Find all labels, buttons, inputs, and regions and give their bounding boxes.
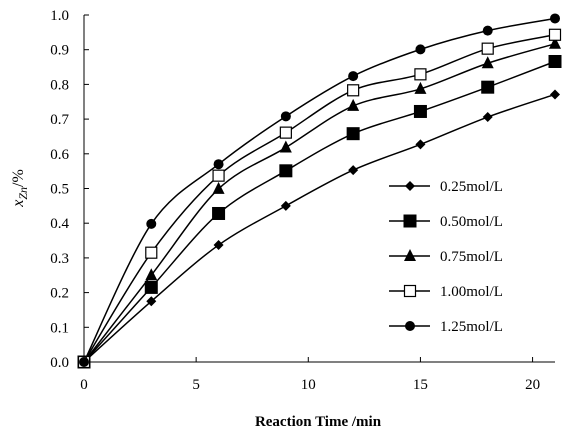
legend-marker <box>404 249 416 261</box>
x-tick-label: 5 <box>192 377 200 393</box>
legend-marker <box>405 321 415 331</box>
data-point <box>415 139 426 150</box>
legend: 0.25mol/L 0.50mol/L 0.75mol/L 1.00mol/L 1.25… <box>389 179 503 335</box>
legend-item: 0.25mol/L <box>389 179 503 195</box>
data-point <box>280 200 291 211</box>
legend-marker <box>403 214 417 228</box>
data-point <box>79 357 89 367</box>
data-point <box>481 80 495 94</box>
y-tick-label: 0.5 <box>50 182 69 198</box>
data-point <box>347 84 360 97</box>
data-point <box>146 296 157 307</box>
data-point <box>548 54 562 68</box>
y-axis-title-subscript: Zn <box>16 187 30 200</box>
y-tick-label: 0.8 <box>50 77 69 93</box>
series-layer <box>77 13 562 369</box>
legend-marker <box>403 284 417 298</box>
data-point <box>346 127 360 141</box>
legend-label: 1.25mol/L <box>440 319 503 335</box>
x-tick-label: 20 <box>525 377 540 393</box>
legend-item: 1.00mol/L <box>389 284 503 300</box>
y-tick-label: 0.0 <box>50 355 69 371</box>
data-point <box>549 36 561 49</box>
y-axis-title-main: x <box>10 200 27 208</box>
data-point <box>550 89 560 100</box>
legend-marker <box>405 181 415 191</box>
data-point <box>413 104 427 118</box>
y-axis-title-suffix: /% <box>10 169 27 187</box>
data-point <box>482 25 493 36</box>
data-point <box>414 68 427 81</box>
data-point <box>279 164 293 178</box>
data-point <box>550 13 560 24</box>
data-point <box>279 126 292 139</box>
x-tick-label: 10 <box>301 377 316 393</box>
x-tick-label: 15 <box>413 377 428 393</box>
data-point <box>482 112 493 123</box>
series-3 <box>78 36 561 367</box>
data-point <box>213 240 224 251</box>
legend-label: 0.75mol/L <box>440 249 503 265</box>
axes: 0.0 0.1 0.2 0.3 0.4 0.5 0.6 0.7 0.8 0.9 1.0 0 5 10 15 2… <box>50 8 555 393</box>
data-point <box>415 44 426 55</box>
x-axis-title: Reaction Time /min <box>255 414 382 430</box>
y-tick-label: 0.2 <box>50 286 69 302</box>
plot-area <box>84 15 555 362</box>
x-tick-label: 0 <box>80 377 88 393</box>
data-point <box>212 169 225 182</box>
data-point <box>212 181 225 194</box>
data-point <box>145 246 158 259</box>
data-point <box>146 218 157 229</box>
data-point <box>548 28 562 41</box>
legend-item: 1.25mol/L <box>389 319 503 335</box>
legend-label: 0.25mol/L <box>440 179 503 195</box>
data-point <box>145 268 158 281</box>
data-point <box>414 81 427 94</box>
data-point <box>213 159 224 170</box>
data-point <box>280 111 291 122</box>
legend-item: 0.75mol/L <box>389 249 503 265</box>
y-tick-label: 0.9 <box>50 43 69 59</box>
y-tick-label: 0.7 <box>50 112 69 128</box>
y-axis-title: xZn/% <box>10 169 30 208</box>
data-point <box>212 206 226 220</box>
y-tick-label: 0.3 <box>50 251 69 267</box>
legend-item: 0.50mol/L <box>389 214 503 230</box>
series-5 <box>79 13 560 367</box>
data-point <box>348 71 359 82</box>
y-tick-label: 0.1 <box>50 320 69 336</box>
data-point <box>347 98 360 111</box>
y-tick-label: 1.0 <box>50 8 69 24</box>
data-point <box>144 280 158 294</box>
data-point <box>481 56 494 69</box>
legend-label: 0.50mol/L <box>440 214 503 230</box>
legend-label: 1.00mol/L <box>440 284 503 300</box>
y-tick-label: 0.6 <box>50 147 69 163</box>
data-point <box>481 42 494 55</box>
data-point <box>279 140 292 153</box>
data-point <box>348 165 359 176</box>
y-tick-label: 0.4 <box>50 216 69 232</box>
plot-background <box>84 15 555 362</box>
